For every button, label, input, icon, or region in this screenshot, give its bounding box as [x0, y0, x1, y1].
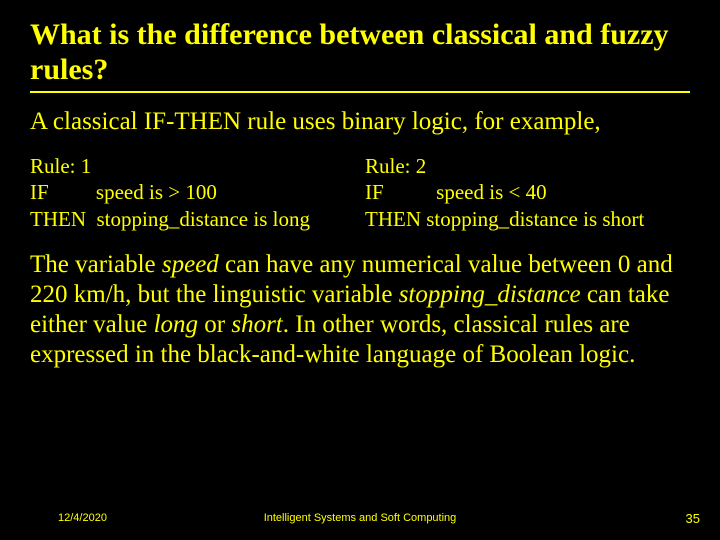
body-seg4: or [198, 311, 231, 338]
rule-1-block: Rule: 1 IF speed is > 100 THEN stopping_… [30, 153, 355, 232]
footer-page-number: 35 [686, 511, 700, 526]
rule-1-if: IF speed is > 100 [30, 180, 217, 204]
body-italic-stopping-distance: stopping_distance [399, 281, 581, 308]
body-seg1: The variable [30, 251, 162, 278]
slide-footer: 12/4/2020 Intelligent Systems and Soft C… [0, 512, 720, 524]
slide: What is the difference between classical… [0, 0, 720, 540]
rule-2-block: Rule: 2 IF speed is < 40 THEN stopping_d… [365, 153, 690, 232]
rule-2-if: IF speed is < 40 [365, 180, 547, 204]
rule-2-header: Rule: 2 [365, 154, 426, 178]
slide-title: What is the difference between classical… [30, 18, 690, 93]
body-italic-speed: speed [162, 251, 219, 278]
rule-1-header: Rule: 1 [30, 154, 91, 178]
footer-date: 12/4/2020 [58, 512, 107, 524]
rule-1-then: THEN stopping_distance is long [30, 207, 310, 231]
footer-title: Intelligent Systems and Soft Computing [0, 512, 720, 524]
rules-columns: Rule: 1 IF speed is > 100 THEN stopping_… [30, 153, 690, 232]
body-italic-short: short [231, 311, 282, 338]
body-italic-long: long [154, 311, 198, 338]
rule-2-then: THEN stopping_distance is short [365, 207, 644, 231]
body-paragraph: The variable speed can have any numerica… [30, 250, 690, 370]
intro-paragraph: A classical IF-THEN rule uses binary log… [30, 107, 690, 137]
